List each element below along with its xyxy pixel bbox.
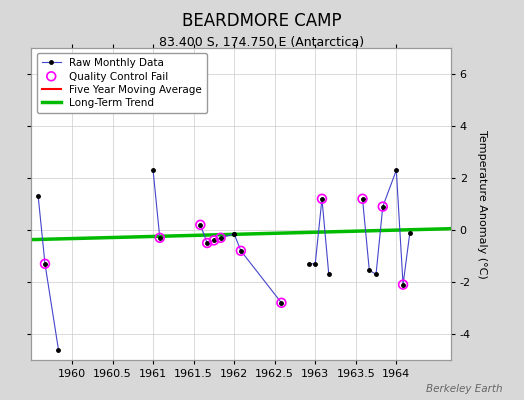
Quality Control Fail bbox=[156, 234, 164, 241]
Line: Raw Monthly Data: Raw Monthly Data bbox=[37, 194, 60, 351]
Quality Control Fail bbox=[399, 282, 407, 288]
Quality Control Fail bbox=[358, 196, 367, 202]
Raw Monthly Data bbox=[35, 194, 41, 198]
Raw Monthly Data bbox=[42, 262, 48, 266]
Quality Control Fail bbox=[41, 261, 49, 267]
Text: 83.400 S, 174.750 E (Antarctica): 83.400 S, 174.750 E (Antarctica) bbox=[159, 36, 365, 49]
Quality Control Fail bbox=[237, 248, 245, 254]
Text: Berkeley Earth: Berkeley Earth bbox=[427, 384, 503, 394]
Y-axis label: Temperature Anomaly (°C): Temperature Anomaly (°C) bbox=[477, 130, 487, 278]
Raw Monthly Data bbox=[56, 347, 62, 352]
Quality Control Fail bbox=[210, 237, 218, 244]
Quality Control Fail bbox=[203, 240, 211, 246]
Legend: Raw Monthly Data, Quality Control Fail, Five Year Moving Average, Long-Term Tren: Raw Monthly Data, Quality Control Fail, … bbox=[37, 53, 207, 113]
Quality Control Fail bbox=[318, 196, 326, 202]
Quality Control Fail bbox=[277, 300, 286, 306]
Quality Control Fail bbox=[196, 222, 204, 228]
Quality Control Fail bbox=[216, 234, 225, 241]
Text: BEARDMORE CAMP: BEARDMORE CAMP bbox=[182, 12, 342, 30]
Quality Control Fail bbox=[378, 203, 387, 210]
